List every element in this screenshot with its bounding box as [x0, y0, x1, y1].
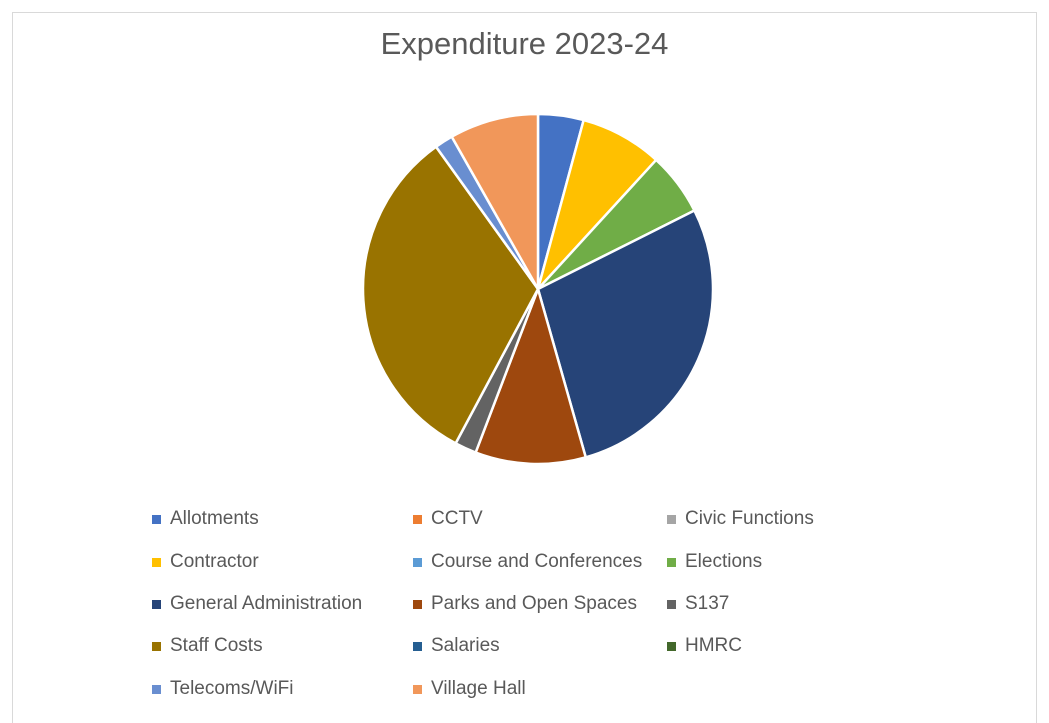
legend-swatch: [667, 514, 676, 524]
legend-label: HMRC: [685, 635, 742, 656]
legend-item-contractor: Contractor: [152, 551, 259, 573]
legend-item-general-administration: General Administration: [152, 593, 362, 615]
legend-item-salaries: Salaries: [413, 635, 500, 657]
legend-swatch: [413, 684, 422, 694]
chart-title: Expenditure 2023-24: [380, 26, 669, 61]
legend-label: Course and Conferences: [431, 551, 643, 572]
legend-swatch: [152, 599, 161, 609]
legend-label: Telecoms/WiFi: [170, 678, 294, 699]
legend-item-hmrc: HMRC: [667, 635, 742, 657]
legend-label: Parks and Open Spaces: [431, 593, 637, 614]
legend-label: Village Hall: [431, 678, 526, 699]
legend-swatch: [152, 684, 161, 694]
legend-item-village-hall: Village Hall: [413, 678, 526, 700]
legend-swatch: [667, 557, 676, 567]
legend-label: Staff Costs: [170, 635, 263, 656]
legend-label: Elections: [685, 551, 763, 572]
legend-label: CCTV: [431, 508, 483, 529]
legend-item-civic-functions: Civic Functions: [667, 508, 814, 530]
legend-label: Allotments: [170, 508, 259, 529]
pie-slice-parks-and-open-spaces: [474, 287, 588, 466]
legend-item-parks-and-open-spaces: Parks and Open Spaces: [413, 593, 637, 615]
legend-label: S137: [685, 593, 730, 614]
legend-label: Salaries: [431, 635, 500, 656]
legend-swatch: [413, 514, 422, 524]
legend-item-course-and-conferences: Course and Conferences: [413, 551, 642, 573]
legend-item-staff-costs: Staff Costs: [152, 635, 263, 657]
legend-swatch: [152, 641, 161, 651]
legend-label: General Administration: [170, 593, 363, 614]
legend-item-elections: Elections: [667, 551, 762, 573]
legend-item-cctv: CCTV: [413, 508, 483, 530]
pie-slice-general-administration: [536, 209, 715, 459]
pie-slice-village-hall: [450, 112, 540, 291]
legend-swatch: [413, 557, 422, 567]
pie-slice-staff-costs: [361, 145, 540, 445]
legend-item-allotments: Allotments: [152, 508, 259, 530]
legend-swatch: [152, 557, 161, 567]
legend-item-s137: S137: [667, 593, 729, 615]
legend-swatch: [667, 599, 676, 609]
legend-swatch: [667, 641, 676, 651]
legend-label: Contractor: [170, 551, 259, 572]
legend-swatch: [152, 514, 161, 524]
legend-swatch: [413, 599, 422, 609]
legend-item-telecoms-wifi: Telecoms/WiFi: [152, 678, 294, 700]
legend-label: Civic Functions: [685, 508, 814, 529]
legend-swatch: [413, 641, 422, 651]
